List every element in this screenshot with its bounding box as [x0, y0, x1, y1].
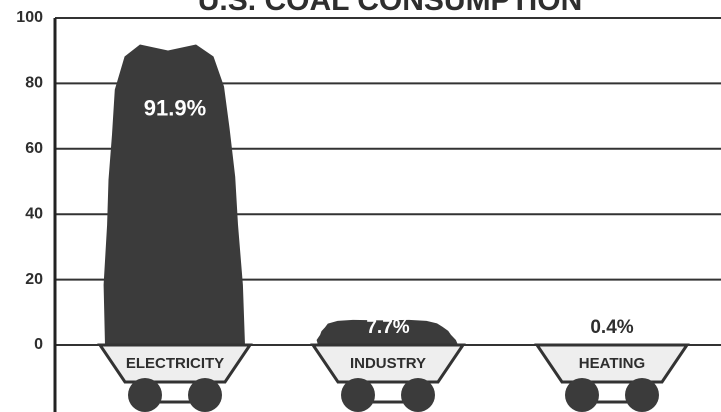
- wheel: [128, 378, 162, 412]
- y-tick-label: 0: [34, 336, 43, 353]
- wheel: [565, 378, 599, 412]
- x-tick-label: INDUSTRY: [350, 355, 426, 372]
- wheel: [188, 378, 222, 412]
- y-tick-label: 80: [25, 75, 43, 92]
- bar: [316, 319, 458, 345]
- chart-title: U.S. COAL CONSUMPTION: [198, 0, 582, 17]
- bar: [103, 44, 245, 345]
- value-label: 91.9%: [144, 95, 206, 120]
- y-tick-label: 20: [25, 271, 43, 288]
- cart: [97, 343, 253, 384]
- cart: [310, 343, 466, 384]
- y-tick-label: 60: [25, 140, 43, 157]
- wheel: [401, 378, 435, 412]
- x-tick-label: ELECTRICITY: [126, 355, 224, 372]
- cart: [534, 343, 690, 384]
- y-tick-label: 40: [25, 205, 43, 222]
- wheel: [341, 378, 375, 412]
- value-label: 0.4%: [590, 317, 633, 338]
- wheel: [625, 378, 659, 412]
- x-tick-label: HEATING: [579, 355, 645, 372]
- y-tick-label: 100: [16, 9, 43, 26]
- value-label: 7.7%: [366, 317, 409, 338]
